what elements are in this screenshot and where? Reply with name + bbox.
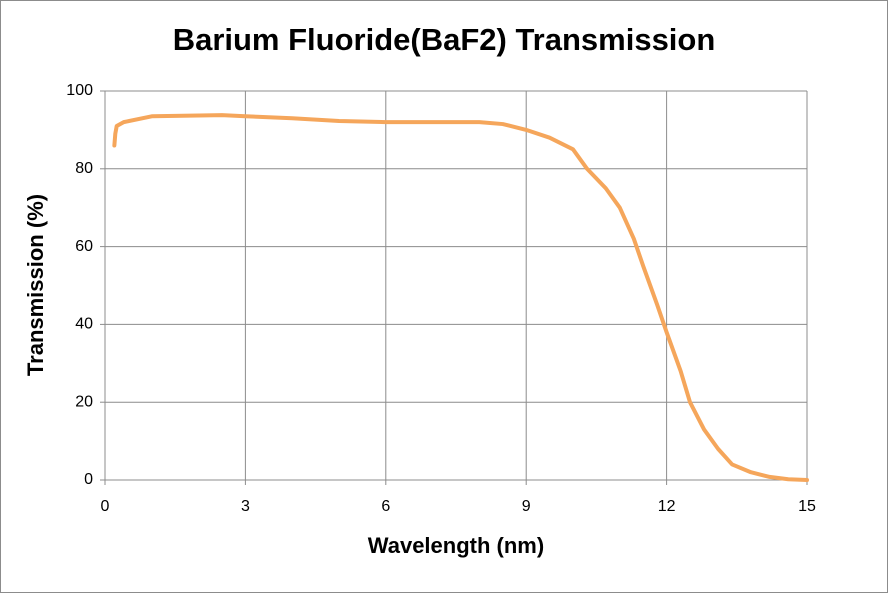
data-line [112, 113, 809, 482]
y-tick-label: 80 [75, 160, 93, 177]
x-tick-label: 0 [101, 498, 110, 515]
x-tick-label: 9 [522, 498, 531, 515]
y-tick-label: 40 [75, 316, 93, 333]
y-axis-label: Transmission (%) [23, 194, 48, 376]
y-tick-label: 100 [66, 82, 93, 99]
x-tick-label: 12 [658, 498, 676, 515]
x-tick-label: 15 [798, 498, 816, 515]
x-tick-label: 6 [381, 498, 390, 515]
chart-title: Barium Fluoride(BaF2) Transmission [173, 22, 716, 57]
x-axis-label: Wavelength (nm) [368, 533, 544, 558]
x-tick-label: 3 [241, 498, 250, 515]
y-tick-label: 20 [75, 393, 93, 410]
y-tick-label: 60 [75, 238, 93, 255]
y-tick-label: 0 [84, 471, 93, 488]
